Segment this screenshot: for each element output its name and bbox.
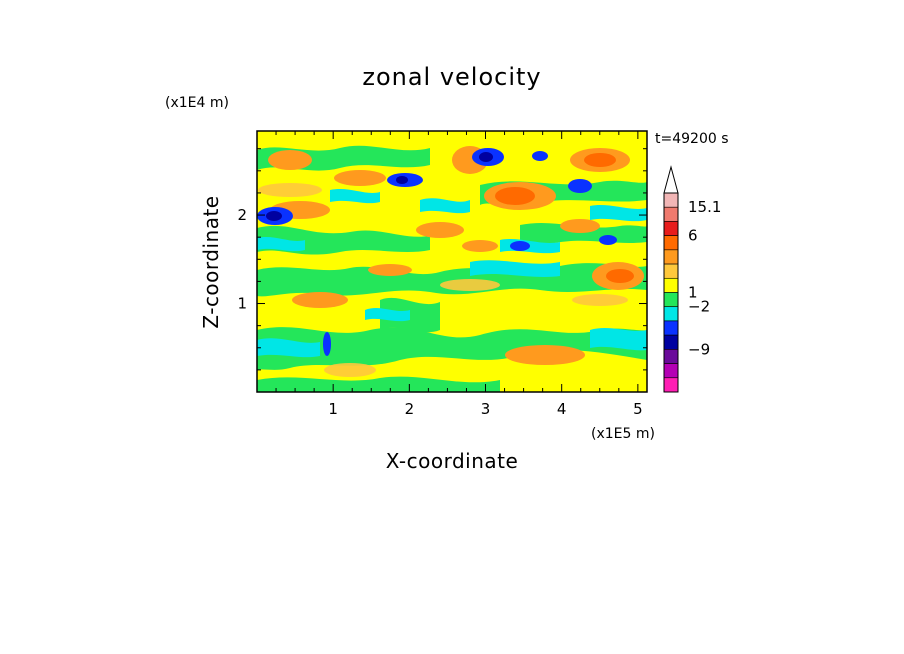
time-label: t=49200 s [655, 131, 729, 147]
colorbar-level [663, 235, 679, 251]
x-unit-label: (x1E5 m) [591, 426, 655, 442]
y-unit-label: (x1E4 m) [165, 95, 229, 111]
x-tick-label: 5 [633, 400, 643, 418]
colorbar-level [663, 363, 679, 379]
colorbar-label: −2 [688, 298, 710, 316]
x-tick-label: 2 [405, 400, 415, 418]
x-tick-label: 1 [328, 400, 338, 418]
colorbar-level [663, 249, 679, 265]
x-tick-label: 3 [481, 400, 491, 418]
colorbar-label: −9 [688, 340, 710, 358]
colorbar: 15.1 6 1−2 −9 [663, 165, 721, 393]
colorbar-level [663, 292, 679, 308]
plot-frame [256, 130, 648, 393]
colorbar-level [663, 263, 679, 279]
y-axis-ticks: 12 [237, 148, 647, 371]
colorbar-level [663, 334, 679, 350]
colorbar-label: 6 [688, 227, 698, 245]
contour-field [257, 131, 647, 392]
colorbar-level [663, 192, 679, 208]
x-axis-label: X-coordinate [386, 449, 519, 473]
colorbar-level [663, 277, 679, 293]
y-tick-label: 2 [237, 206, 247, 224]
x-axis-ticks: 1 2 3 4 5 [275, 131, 643, 418]
x-tick-label: 4 [557, 400, 567, 418]
colorbar-level [663, 320, 679, 336]
colorbar-level [663, 206, 679, 222]
colorbar-level [663, 306, 679, 322]
chart-title: zonal velocity [362, 63, 541, 91]
y-axis-label: Z-coordinate [199, 195, 223, 328]
colorbar-label: 1 [688, 284, 698, 302]
colorbar-level [663, 349, 679, 364]
colorbar-extend-arrow [663, 165, 679, 194]
colorbar-level [663, 377, 679, 393]
colorbar-level [663, 221, 679, 236]
colorbar-outline [663, 192, 679, 393]
y-tick-label: 1 [237, 295, 247, 313]
colorbar-label: 15.1 [688, 198, 721, 216]
